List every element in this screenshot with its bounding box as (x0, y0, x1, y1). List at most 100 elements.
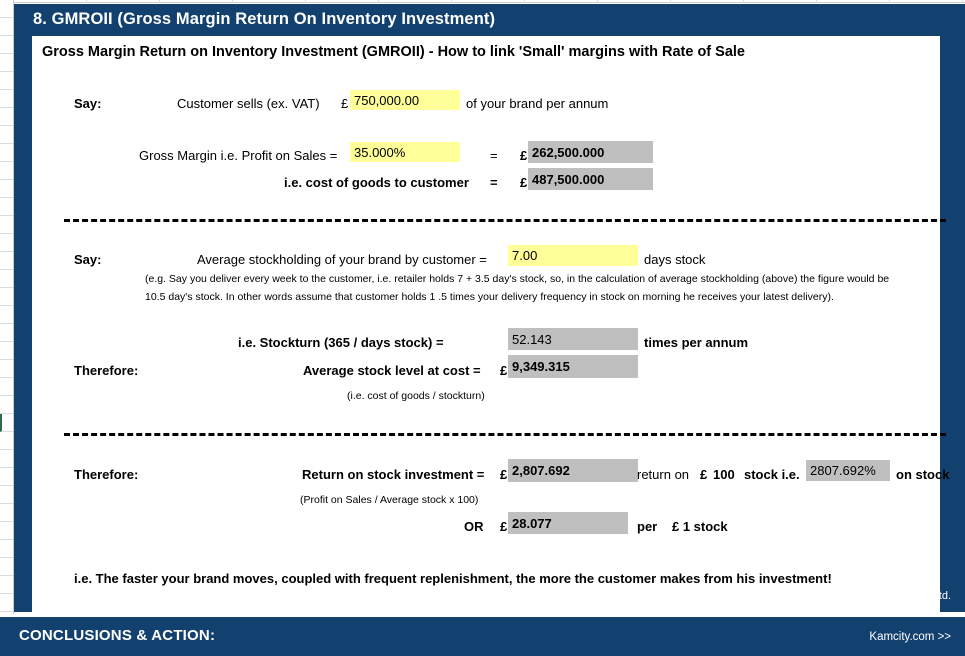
sheet-row-cell-selected[interactable] (0, 414, 13, 432)
sheet-row-cell[interactable] (0, 126, 13, 144)
column-header-cell[interactable] (598, 0, 671, 3)
column-header-cell[interactable] (233, 0, 306, 3)
currency-symbol-roi: £ (500, 467, 508, 482)
return-on-stock-label: Return on stock investment = (302, 467, 485, 482)
sheet-row-cell[interactable] (0, 216, 13, 234)
therefore-label-2: Therefore: (74, 467, 139, 482)
stockturn-result: 52.143 (508, 328, 638, 350)
say-label-2: Say: (74, 252, 102, 267)
row-headers-strip (0, 0, 14, 656)
customer-sells-label: Customer sells (ex. VAT) (177, 96, 320, 111)
currency-symbol-cogs: £ (520, 175, 528, 190)
sheet-row-cell[interactable] (0, 468, 13, 486)
sheet-row-cell[interactable] (0, 540, 13, 558)
sheet-row-cell[interactable] (0, 486, 13, 504)
sheet-row-cell[interactable] (0, 18, 13, 36)
column-header-cell[interactable] (306, 0, 379, 3)
column-header-cell[interactable] (744, 0, 817, 3)
stockholding-note-line-1: (e.g. Say you deliver every week to the … (145, 273, 890, 285)
sheet-row-cell[interactable] (0, 198, 13, 216)
equals-sign-margin: = (490, 148, 498, 163)
stockturn-suffix: times per annum (644, 335, 749, 350)
roi-formula-note: (Profit on Sales / Average stock x 100) (300, 494, 479, 506)
sheet-row-cell[interactable] (0, 252, 13, 270)
sheet-row-cell[interactable] (0, 144, 13, 162)
currency-symbol-roi-base: £ (700, 467, 708, 482)
equals-sign-cogs: = (490, 175, 498, 190)
roi-base-amount: 100 (713, 467, 735, 482)
currency-symbol-avg-stock: £ (500, 363, 508, 378)
column-header-cell[interactable] (817, 0, 890, 3)
column-header-cell[interactable] (379, 0, 452, 3)
avg-stock-level-label: Average stock level at cost = (303, 363, 481, 378)
column-headers-strip (0, 0, 965, 3)
sheet-row-cell[interactable] (0, 396, 13, 414)
gross-margin-input[interactable]: 35.000% (350, 142, 460, 162)
kamcity-link[interactable]: Kamcity.com >> (869, 631, 951, 643)
sheet-row-cell[interactable] (0, 162, 13, 180)
gmroii-panel: 8. GMROII (Gross Margin Return On Invent… (14, 4, 965, 614)
sheet-row-cell[interactable] (0, 522, 13, 540)
sheet-row-cell[interactable] (0, 342, 13, 360)
avg-stockholding-suffix: days stock (644, 252, 706, 267)
sheet-row-cell[interactable] (0, 504, 13, 522)
sheet-row-cell[interactable] (0, 594, 13, 612)
sheet-row-cell[interactable] (0, 324, 13, 342)
worksheet-body: Gross Margin Return on Inventory Investm… (32, 36, 949, 614)
column-header-cell[interactable] (160, 0, 233, 3)
on-stock-suffix: on stock (896, 467, 950, 482)
sheet-row-cell[interactable] (0, 360, 13, 378)
page-title: 8. GMROII (Gross Margin Return On Invent… (33, 10, 496, 28)
return-on-stock-result: 2,807.692 (508, 459, 638, 482)
return-on-text: return on (637, 467, 690, 482)
worksheet-heading: Gross Margin Return on Inventory Investm… (42, 44, 745, 60)
section-divider-1 (64, 219, 946, 222)
cost-of-goods-result: 487,500.000 (528, 168, 653, 190)
customer-sells-input[interactable]: 750,000.00 (350, 90, 460, 110)
sheet-row-cell[interactable] (0, 0, 13, 18)
conclusion-statement: i.e. The faster your brand moves, couple… (74, 571, 832, 586)
sheet-row-cell[interactable] (0, 36, 13, 54)
therefore-label-1: Therefore: (74, 363, 139, 378)
column-header-cell[interactable] (890, 0, 963, 3)
sheet-row-cell[interactable] (0, 90, 13, 108)
currency-symbol-or: £ (500, 519, 508, 534)
currency-symbol-margin-result: £ (520, 148, 528, 163)
conclusions-action-title: CONCLUSIONS & ACTION: (19, 627, 216, 644)
gross-margin-label: Gross Margin i.e. Profit on Sales = (139, 148, 338, 163)
sheet-row-cell[interactable] (0, 576, 13, 594)
avg-stockholding-input[interactable]: 7.00 (508, 245, 638, 266)
sheet-row-cell[interactable] (0, 432, 13, 450)
column-header-cell[interactable] (525, 0, 598, 3)
sheet-row-cell[interactable] (0, 108, 13, 126)
return-on-stock-percent: 2807.692% (806, 460, 890, 481)
sheet-row-cell[interactable] (0, 450, 13, 468)
stock-ie-text: stock i.e. (744, 467, 800, 482)
sheet-row-cell[interactable] (0, 378, 13, 396)
sheet-row-cell[interactable] (0, 180, 13, 198)
sheet-row-cell[interactable] (0, 270, 13, 288)
per-unit-text: £ 1 stock (672, 519, 728, 534)
sheet-row-cell[interactable] (0, 234, 13, 252)
sheet-row-cell[interactable] (0, 558, 13, 576)
column-header-cells (14, 0, 965, 3)
sheet-row-cell[interactable] (0, 288, 13, 306)
column-header-cell[interactable] (87, 0, 160, 3)
column-header-cell[interactable] (14, 0, 87, 3)
customer-sells-suffix: of your brand per annum (466, 96, 609, 111)
sheet-row-cell[interactable] (0, 306, 13, 324)
column-header-cell[interactable] (671, 0, 744, 3)
avg-stockholding-label: Average stockholding of your brand by cu… (197, 252, 487, 267)
column-header-cell[interactable] (452, 0, 525, 3)
sheet-row-cell[interactable] (0, 54, 13, 72)
sheet-row-cell[interactable] (0, 72, 13, 90)
stockholding-note-line-2: 10.5 day's stock. In other words assume … (145, 291, 834, 303)
gross-margin-result: 262,500.000 (528, 141, 653, 163)
or-label: OR (464, 519, 484, 534)
avg-stock-level-result: 9,349.315 (508, 355, 638, 378)
section-divider-2 (64, 433, 946, 436)
per-text: per (637, 519, 658, 534)
currency-symbol-sells: £ (341, 96, 349, 111)
conclusions-action-bar: CONCLUSIONS & ACTION: Kamcity.com >> (0, 614, 965, 656)
